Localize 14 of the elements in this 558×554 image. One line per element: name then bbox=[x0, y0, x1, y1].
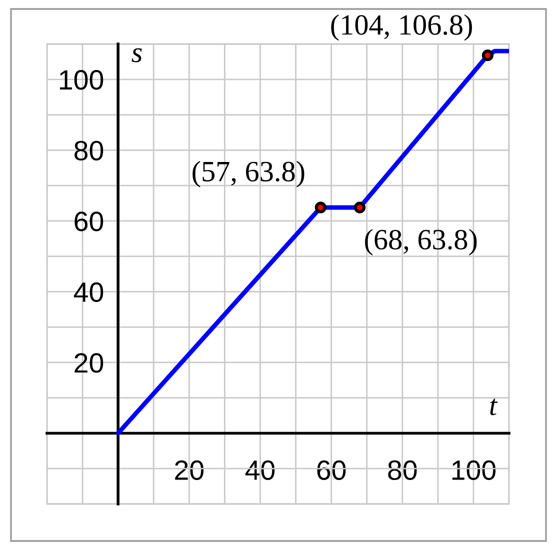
y-tick-label: 40 bbox=[74, 282, 104, 302]
y-tick-label: 80 bbox=[74, 140, 104, 160]
annotation: (57, 63.8) bbox=[192, 160, 304, 188]
y-tick-label: 20 bbox=[74, 353, 104, 373]
y-tick-label: 100 bbox=[60, 70, 104, 90]
x-tick-label: 100 bbox=[452, 460, 496, 480]
line-series bbox=[116, 48, 509, 436]
annotation: (104, 106.8) bbox=[331, 14, 472, 41]
y-tick-label: 60 bbox=[74, 212, 104, 232]
x-axis-title: t bbox=[490, 398, 498, 416]
x-tick-label: 20 bbox=[175, 460, 204, 480]
y-axis-title: s bbox=[132, 48, 142, 62]
x-tick-label: 40 bbox=[245, 460, 275, 480]
annotation: (68, 63.8) bbox=[365, 228, 477, 256]
